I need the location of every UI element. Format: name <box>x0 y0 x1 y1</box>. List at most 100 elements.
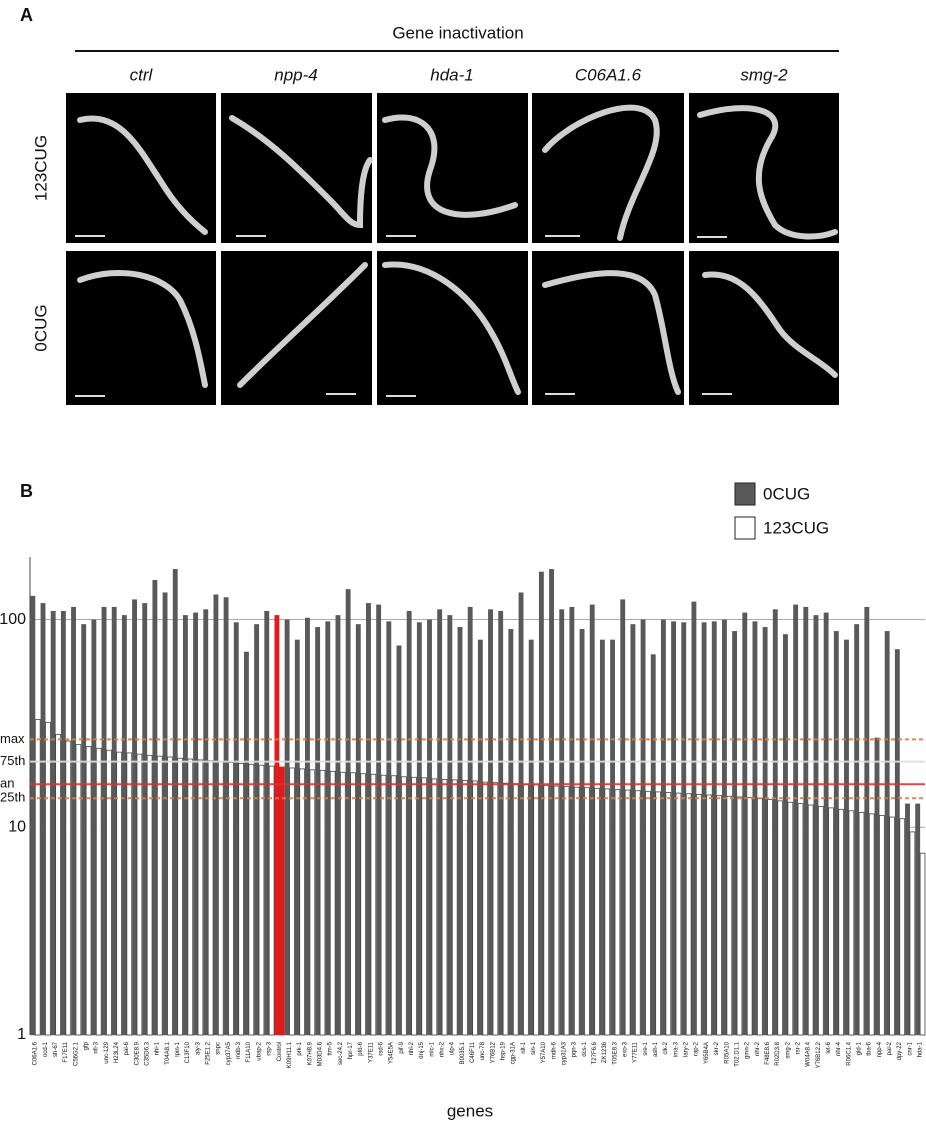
x-tick-label: rsd-6 <box>378 1041 384 1055</box>
bar <box>340 771 346 1036</box>
bar <box>701 622 707 1035</box>
worm <box>702 271 838 378</box>
bar <box>238 762 244 1036</box>
micrograph <box>689 93 839 243</box>
x-tick-label: mdb-3 <box>236 1041 242 1059</box>
bar <box>309 769 316 1036</box>
bar <box>421 777 428 1036</box>
bar <box>614 789 621 1036</box>
bar <box>167 756 173 1036</box>
image-grid <box>66 93 839 405</box>
bar <box>879 815 885 1036</box>
bar <box>406 610 412 1035</box>
x-tick-label: exo-3 <box>623 1041 629 1057</box>
micrograph <box>377 251 528 405</box>
x-tick-label: W04A8.4 <box>806 1041 812 1066</box>
bar <box>345 589 351 1035</box>
bar <box>528 639 534 1035</box>
x-tick-label: rsr-2 <box>795 1041 801 1054</box>
x-tick-label: skr-2 <box>714 1041 720 1055</box>
x-tick-label: R02D3.8 <box>775 1041 781 1065</box>
bar <box>549 569 554 1035</box>
bar <box>111 606 117 1035</box>
bar <box>329 770 336 1036</box>
bar <box>274 615 280 1035</box>
x-tick-label: F17E11 <box>63 1041 69 1062</box>
bar <box>610 639 616 1035</box>
x-tick-label: Y76B12.2 <box>816 1041 822 1068</box>
bar <box>233 622 239 1035</box>
bar <box>106 749 112 1036</box>
worm <box>542 270 681 395</box>
bar <box>350 772 356 1036</box>
bar <box>386 621 392 1035</box>
bar <box>182 615 188 1035</box>
x-tick-label: M03D4.6 <box>317 1041 323 1066</box>
bar <box>441 778 448 1036</box>
bar <box>711 621 717 1035</box>
bar <box>523 783 529 1036</box>
bar <box>370 773 377 1036</box>
bar <box>756 797 763 1036</box>
bar <box>193 612 199 1035</box>
bar <box>390 775 397 1036</box>
bar <box>823 612 829 1035</box>
bar <box>142 603 148 1035</box>
micrograph <box>532 93 684 243</box>
bar <box>569 606 575 1035</box>
bar <box>223 597 229 1035</box>
x-tick-label: ubap-2 <box>256 1041 262 1060</box>
x-tick-label: F11A10 <box>246 1041 252 1062</box>
x-tick-label: C13F10 <box>185 1041 191 1063</box>
x-tick-label: rap-2 <box>694 1041 700 1056</box>
bar <box>325 621 331 1035</box>
x-tick-label: nhl-2 <box>409 1041 415 1055</box>
x-tick-label: C06A1.6 <box>33 1041 39 1065</box>
x-tick-label: ZK1236 <box>602 1041 608 1063</box>
x-tick-label: C30E8.9 <box>134 1041 140 1065</box>
bar <box>818 806 824 1036</box>
bar <box>203 609 209 1035</box>
bar <box>716 795 722 1036</box>
x-tick-label: npp-4 <box>877 1041 883 1057</box>
bar <box>543 785 550 1036</box>
x-tick-label: ttm-5 <box>328 1041 334 1055</box>
bar <box>807 804 814 1036</box>
x-tick-label: T02.D1.1 <box>734 1041 740 1066</box>
bar <box>726 795 733 1036</box>
bar <box>416 622 422 1035</box>
bar <box>335 615 341 1035</box>
x-tick-label: B0035.1 <box>460 1041 466 1064</box>
bar <box>132 599 137 1035</box>
bar <box>55 733 61 1036</box>
bar <box>691 601 697 1035</box>
x-tick-label: C46F11 <box>470 1041 476 1063</box>
bar <box>604 788 611 1036</box>
bar <box>502 782 509 1036</box>
x-tick-label: Control <box>277 1042 283 1061</box>
bar <box>732 631 738 1035</box>
x-tick-label: nlt-1 <box>521 1041 527 1053</box>
panel-label: A <box>20 5 33 25</box>
bar <box>294 639 300 1035</box>
bar <box>156 755 163 1036</box>
bar <box>868 813 875 1036</box>
bar <box>889 816 895 1036</box>
bar <box>91 619 97 1035</box>
x-tick-label: Y76B12 <box>490 1041 496 1063</box>
bar <box>797 803 804 1036</box>
x-tick-label: cyp31A3 <box>562 1041 568 1065</box>
panel-title: Gene inactivation <box>392 23 523 42</box>
x-tick-label: nhr-4 <box>836 1041 842 1056</box>
bar <box>278 766 285 1036</box>
bar <box>315 627 321 1035</box>
x-tick-label: sh-67 <box>53 1041 59 1057</box>
x-tick-label: dcs-1 <box>582 1041 588 1056</box>
x-tick-label: sre-1 <box>643 1041 649 1055</box>
bar <box>736 796 743 1036</box>
worm <box>77 270 208 388</box>
bar <box>101 606 107 1035</box>
x-tick-label: aly-3 <box>195 1041 201 1055</box>
x-tick-label: gfp <box>84 1041 90 1050</box>
bar <box>197 759 204 1036</box>
